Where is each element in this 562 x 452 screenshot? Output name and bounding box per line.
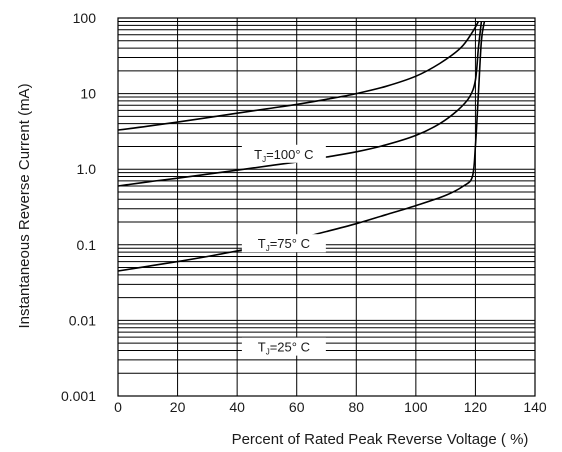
x-axis-ticks: 0 20 40 60 80 100 120 140 [114,399,547,415]
x-tick-label: 20 [170,399,186,415]
curve-label-series-3: TJ=25° C [258,340,310,357]
y-axis-ticks: 100 10 1.0 0.1 0.01 0.001 [61,10,96,404]
y-tick-label: 1.0 [77,161,97,177]
x-tick-label: 40 [229,399,245,415]
curve-label-bg [241,144,326,163]
curve-series-1 [117,21,480,131]
plot-frame [117,17,536,397]
curve-label-series-1: TJ=100° C [254,147,313,164]
curve-series-3 [117,21,486,272]
x-tick-label: 60 [289,399,305,415]
y-tick-label: 100 [73,10,97,26]
y-tick-label: 10 [80,86,96,102]
curves [117,21,486,272]
curve-labels: TJ=100° C TJ=75° C TJ=25° C [241,144,326,357]
y-axis-label: Instantaneous Reverse Current (mA) [16,83,33,328]
curve-series-2 [117,21,483,187]
x-tick-label: 100 [404,399,428,415]
grid [117,18,536,397]
y-tick-label: 0.001 [61,388,96,404]
x-tick-label: 120 [464,399,488,415]
x-tick-label: 0 [114,399,122,415]
x-tick-label: 140 [523,399,547,415]
y-tick-label: 0.1 [77,237,97,253]
curve-label-bg [241,337,326,356]
x-tick-label: 80 [348,399,364,415]
curve-label-series-2: TJ=75° C [258,236,310,253]
curve-label-bg [241,234,326,253]
x-axis-label: Percent of Rated Peak Reverse Voltage ( … [232,431,529,448]
y-tick-label: 0.01 [69,312,96,328]
